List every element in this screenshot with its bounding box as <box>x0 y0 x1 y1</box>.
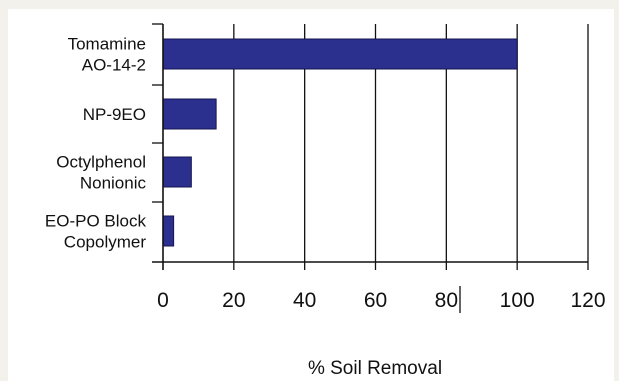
category-label: Octylphenol <box>56 153 146 172</box>
category-label: Nonionic <box>80 174 147 193</box>
x-tick-labels: 0 20 40 60 80 100 120 <box>157 289 605 312</box>
chart-panel <box>8 9 614 381</box>
x-tick-label: 0 <box>157 289 169 312</box>
axes <box>152 23 588 313</box>
x-tick-label: 60 <box>364 289 387 312</box>
bar <box>162 215 175 247</box>
x-tick-label: 20 <box>222 289 245 312</box>
category-label: AO-14-2 <box>82 56 146 75</box>
category-label: Copolymer <box>64 233 147 252</box>
bar <box>162 156 192 188</box>
category-labels: Tomamine AO-14-2 NP-9EO Octylphenol Nonionic… <box>45 35 147 252</box>
x-tick-label: 100 <box>500 289 535 312</box>
bar <box>162 38 518 70</box>
x-axis-title: % Soil Removal <box>308 358 442 379</box>
bar <box>162 98 217 130</box>
category-label: Tomamine <box>68 35 146 54</box>
x-tick-label: 40 <box>293 289 316 312</box>
x-tick-label: 80 <box>435 289 458 312</box>
category-label: EO-PO Block <box>45 212 147 231</box>
x-tick-label: 120 <box>570 289 605 312</box>
category-label: NP-9EO <box>83 105 146 124</box>
bars <box>162 38 518 247</box>
